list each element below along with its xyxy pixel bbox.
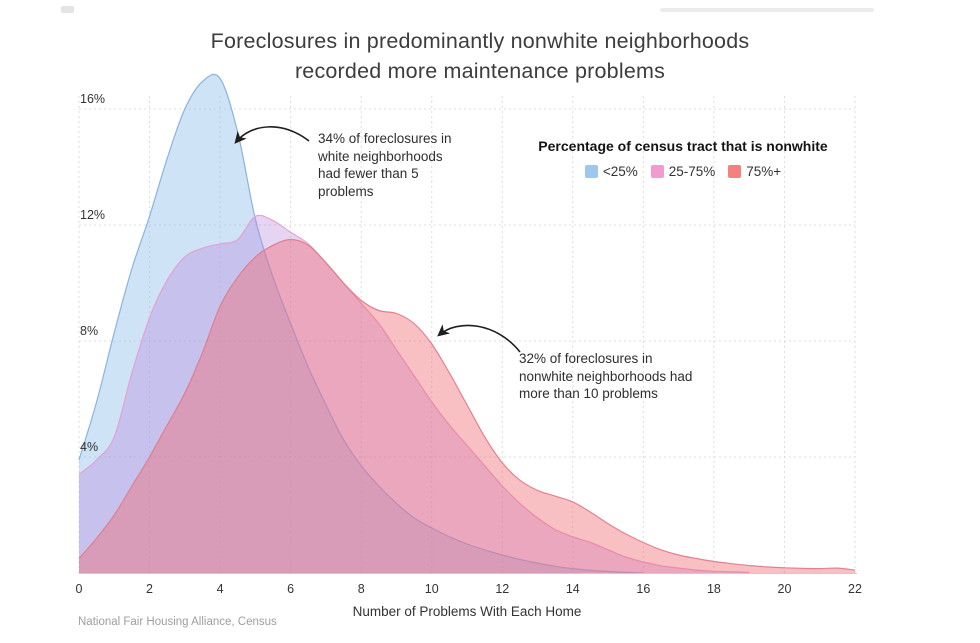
y-tick-label-12%: 12% bbox=[80, 208, 106, 222]
legend-label: <25% bbox=[602, 164, 638, 179]
x-tick-label-4: 4 bbox=[216, 582, 224, 596]
density-areas bbox=[78, 73, 856, 574]
area-series-<25% bbox=[79, 74, 644, 573]
x-tick-label-0: 0 bbox=[75, 582, 83, 596]
y-tick-label-4%: 4% bbox=[80, 440, 99, 454]
legend-label: 25-75% bbox=[668, 164, 716, 179]
legend-item-<25%: <25% bbox=[584, 164, 638, 179]
gridlines bbox=[78, 96, 856, 573]
annotation-nonwhite-neighborhoods: 32% of foreclosures in nonwhite neighbor… bbox=[519, 351, 693, 401]
legend-swatch-icon bbox=[650, 165, 664, 178]
legend-swatch-icon bbox=[728, 165, 742, 178]
x-tick-label-10: 10 bbox=[424, 582, 439, 596]
y-tick-label-16%: 16% bbox=[80, 92, 106, 106]
legend: Percentage of census tract that is nonwh… bbox=[483, 138, 883, 179]
x-tick-label-20: 20 bbox=[777, 582, 792, 596]
area-series-25-75% bbox=[79, 215, 750, 573]
x-tick-label-18: 18 bbox=[706, 582, 721, 596]
annotation-white-neighborhoods: 34% of foreclosures in white neighborhoo… bbox=[318, 131, 452, 199]
legend-item-75%+: 75%+ bbox=[728, 164, 781, 179]
legend-title: Percentage of census tract that is nonwh… bbox=[538, 138, 828, 154]
outline-series-75%+ bbox=[78, 238, 856, 571]
page-title-line2: recorded more maintenance problems bbox=[294, 59, 666, 83]
x-tick-label-16: 16 bbox=[636, 582, 651, 596]
x-tick-label-6: 6 bbox=[287, 582, 295, 596]
arrow-to-red-curve-icon bbox=[437, 324, 521, 353]
y-tick-label-8%: 8% bbox=[80, 324, 99, 338]
legend-swatch-icon bbox=[584, 165, 598, 178]
page-title: Foreclosures in predominantly nonwhite n… bbox=[0, 26, 960, 86]
page-title-line1: Foreclosures in predominantly nonwhite n… bbox=[210, 29, 750, 53]
annotation-arrows bbox=[234, 126, 521, 353]
legend-items: <25% 25-75% 75%+ bbox=[483, 164, 883, 179]
source-note: National Fair Housing Alliance, Census bbox=[78, 616, 277, 628]
x-tick-label-8: 8 bbox=[357, 582, 365, 596]
legend-label: 75%+ bbox=[746, 164, 782, 179]
x-tick-label-22: 22 bbox=[848, 582, 862, 596]
outline-series-<25% bbox=[78, 73, 644, 574]
legend-item-25-75%: 25-75% bbox=[650, 164, 716, 179]
arrow-to-blue-curve-icon bbox=[234, 126, 310, 144]
x-axis-title: Number of Problems With Each Home bbox=[352, 604, 582, 619]
outline-series-25-75% bbox=[78, 214, 750, 573]
page-top-rule bbox=[660, 8, 874, 12]
page-artifact-mark bbox=[61, 6, 74, 13]
x-tick-label-14: 14 bbox=[565, 582, 580, 596]
area-series-75%+ bbox=[79, 239, 855, 573]
x-tick-label-2: 2 bbox=[146, 582, 153, 596]
x-tick-label-12: 12 bbox=[495, 582, 510, 596]
